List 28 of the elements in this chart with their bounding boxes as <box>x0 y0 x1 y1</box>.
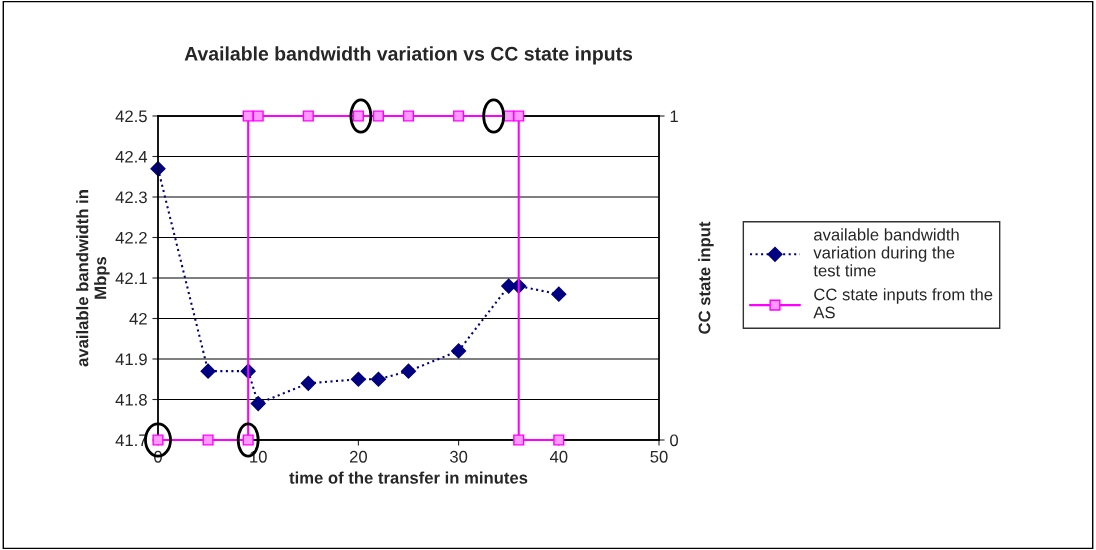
x-tick-label: 50 <box>650 450 668 463</box>
y-tick-label: 42.3 <box>115 191 147 204</box>
x-axis-title: time of the transfer in minutes <box>289 471 528 484</box>
point <box>250 395 266 412</box>
point <box>300 375 316 391</box>
x-tick-label: 20 <box>349 450 368 463</box>
point <box>370 371 387 387</box>
point <box>200 363 216 379</box>
y-tick-label: 42.2 <box>115 231 147 244</box>
x-tick-label: 40 <box>549 450 568 463</box>
y2-tick-label: 0 <box>670 434 679 447</box>
point <box>451 343 467 359</box>
y-axis-title: available bandwidth in Mbps <box>76 190 110 367</box>
y-tick-label: 42 <box>129 312 147 325</box>
point <box>400 363 417 379</box>
x-tick-label: 30 <box>449 450 468 463</box>
y-tick-label: 41.8 <box>115 393 147 406</box>
y2-axis-title: CC state input <box>698 221 714 334</box>
legend-label: available bandwidth variation during the test time <box>813 228 959 277</box>
y-tick-label: 42.1 <box>115 272 147 285</box>
chart-title: Available bandwidth variation vs CC state inputs <box>184 46 633 65</box>
y-tick-label: 42.4 <box>115 150 148 163</box>
y-tick-label: 42.5 <box>115 110 147 123</box>
point <box>551 286 567 302</box>
y2-tick-label: 1 <box>670 110 678 123</box>
legend-label: CC state inputs from the AS <box>813 288 993 319</box>
point <box>350 371 366 387</box>
y-tick-label: 41.9 <box>115 353 147 366</box>
